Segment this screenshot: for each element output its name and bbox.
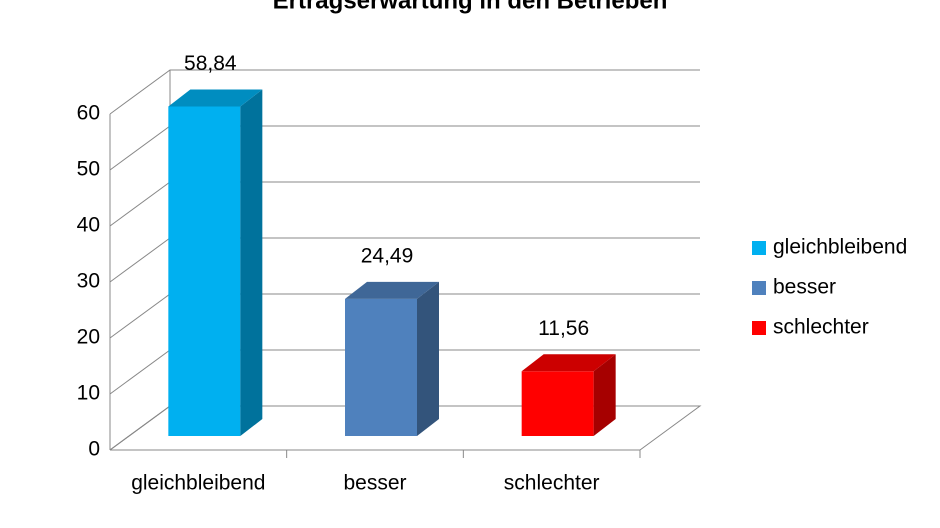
bar-side (417, 281, 439, 436)
legend-swatch (752, 241, 766, 255)
chart-title: Ertragserwartung in den Betrieben (273, 0, 668, 14)
bar-top (168, 89, 263, 107)
data-label: 58,84 (184, 52, 237, 75)
y-tick-label: 0 (88, 438, 100, 461)
legend-label: besser (773, 276, 836, 299)
bar-side (593, 354, 616, 436)
legend-swatch (752, 321, 766, 335)
bar (521, 371, 594, 436)
data-label: 24,49 (361, 244, 414, 267)
legend-label: schlechter (773, 316, 869, 339)
bar (168, 106, 241, 436)
bar-top (345, 281, 439, 299)
y-tick-label: 60 (77, 102, 100, 125)
legend-label: gleichbleibend (773, 236, 907, 259)
y-tick-label: 30 (77, 270, 100, 293)
x-tick-label: schlechter (504, 472, 600, 495)
y-tick-label: 40 (77, 214, 100, 237)
grid-line (109, 69, 700, 115)
bar-side (240, 89, 263, 436)
legend-swatch (752, 281, 766, 295)
data-label: 11,56 (538, 317, 589, 340)
x-tick-label: besser (343, 472, 406, 495)
y-tick-label: 10 (77, 382, 100, 405)
y-tick-label: 50 (77, 158, 100, 181)
y-tick-label: 20 (77, 326, 100, 349)
bar (345, 298, 417, 436)
bar-top (521, 354, 616, 372)
x-tick-label: gleichbleibend (131, 472, 265, 495)
